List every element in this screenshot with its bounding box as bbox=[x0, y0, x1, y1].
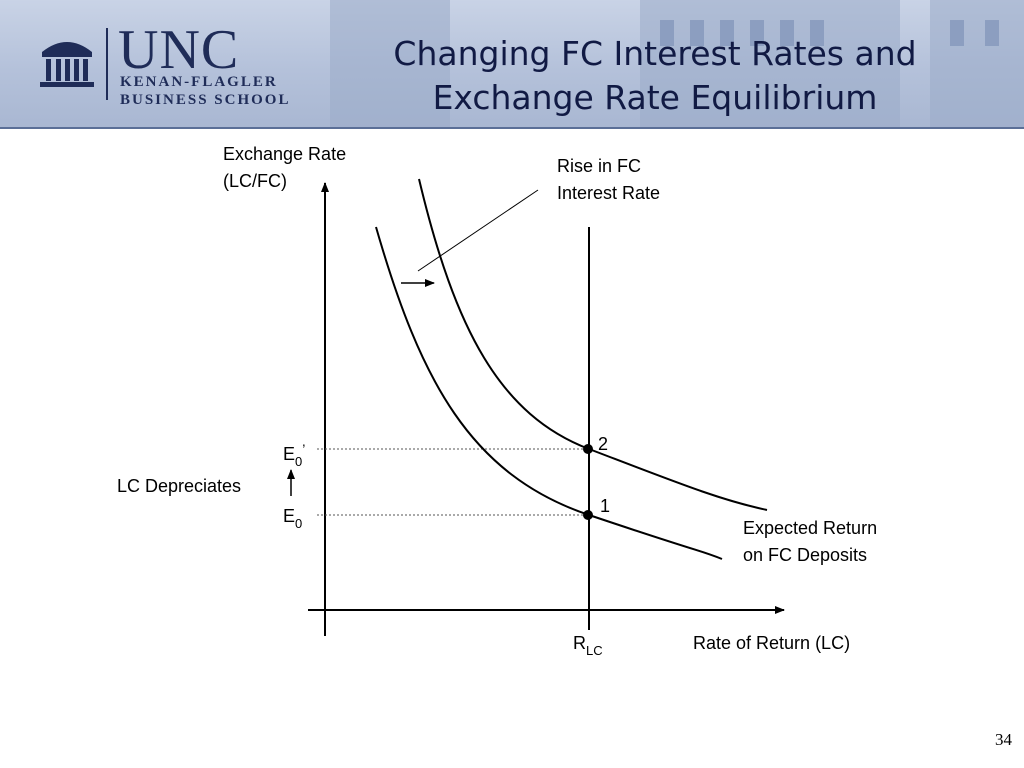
shift-label-line1: Rise in FC bbox=[557, 156, 641, 176]
page-number: 34 bbox=[995, 730, 1012, 749]
point-1-label: 1 bbox=[600, 496, 610, 516]
header-background-window bbox=[660, 20, 674, 46]
curve-label-line1: Expected Return bbox=[743, 518, 877, 538]
logo-school-line1: KENAN-FLAGLER bbox=[120, 74, 278, 90]
lc-depreciates-label: LC Depreciates bbox=[117, 476, 241, 496]
logo-school-line2: BUSINESS SCHOOL bbox=[120, 92, 291, 108]
rlc-letter: R bbox=[573, 633, 586, 653]
equilibrium-point-2 bbox=[583, 444, 593, 454]
header-background-building bbox=[640, 0, 900, 128]
e0-prime-letter: E bbox=[283, 444, 295, 464]
logo-wordmark: UNC bbox=[118, 19, 240, 81]
e0-prime-label: E0’ bbox=[283, 441, 305, 469]
header-background-window bbox=[985, 20, 999, 46]
expected-return-curve-original bbox=[375, 226, 723, 560]
curve-label-line2: on FC Deposits bbox=[743, 545, 867, 565]
header-background-window bbox=[810, 20, 824, 46]
x-axis-label: Rate of Return (LC) bbox=[693, 633, 850, 653]
e0-prime-subscript: 0 bbox=[295, 454, 302, 469]
equilibrium-point-1 bbox=[583, 510, 593, 520]
slide-title: Changing FC Interest Rates and Exchange … bbox=[345, 32, 965, 120]
header-background-window bbox=[690, 20, 704, 46]
logo-separator bbox=[106, 28, 108, 100]
rlc-label: RLC bbox=[573, 633, 603, 658]
y-axis-label-line2: (LC/FC) bbox=[223, 171, 287, 191]
e0-letter: E bbox=[283, 506, 295, 526]
header-background-window bbox=[780, 20, 794, 46]
header-background-building bbox=[930, 0, 1024, 128]
expected-return-curve-shifted bbox=[418, 178, 768, 511]
shift-callout-line bbox=[417, 189, 539, 272]
header-background-window bbox=[950, 20, 964, 46]
y-axis-label-line1: Exchange Rate bbox=[223, 144, 346, 164]
e0-prime-mark: ’ bbox=[302, 441, 305, 457]
slide-title-line2: Exchange Rate Equilibrium bbox=[432, 78, 878, 117]
shift-label-line2: Interest Rate bbox=[557, 183, 660, 203]
slide-header: UNC KENAN-FLAGLER BUSINESS SCHOOL Changi… bbox=[0, 0, 1024, 128]
e0-subscript: 0 bbox=[295, 516, 302, 531]
header-rule bbox=[0, 127, 1024, 129]
header-background-window bbox=[750, 20, 764, 46]
old-well-icon bbox=[40, 42, 94, 87]
e0-label: E0 bbox=[283, 506, 302, 531]
point-2-label: 2 bbox=[598, 434, 608, 454]
slide-title-line1: Changing FC Interest Rates and bbox=[393, 34, 917, 73]
rlc-subscript: LC bbox=[586, 643, 603, 658]
header-background-window bbox=[720, 20, 734, 46]
header-background-building bbox=[330, 0, 450, 128]
